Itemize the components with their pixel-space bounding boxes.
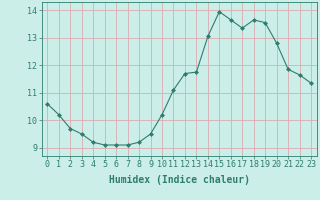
X-axis label: Humidex (Indice chaleur): Humidex (Indice chaleur) [109, 175, 250, 185]
